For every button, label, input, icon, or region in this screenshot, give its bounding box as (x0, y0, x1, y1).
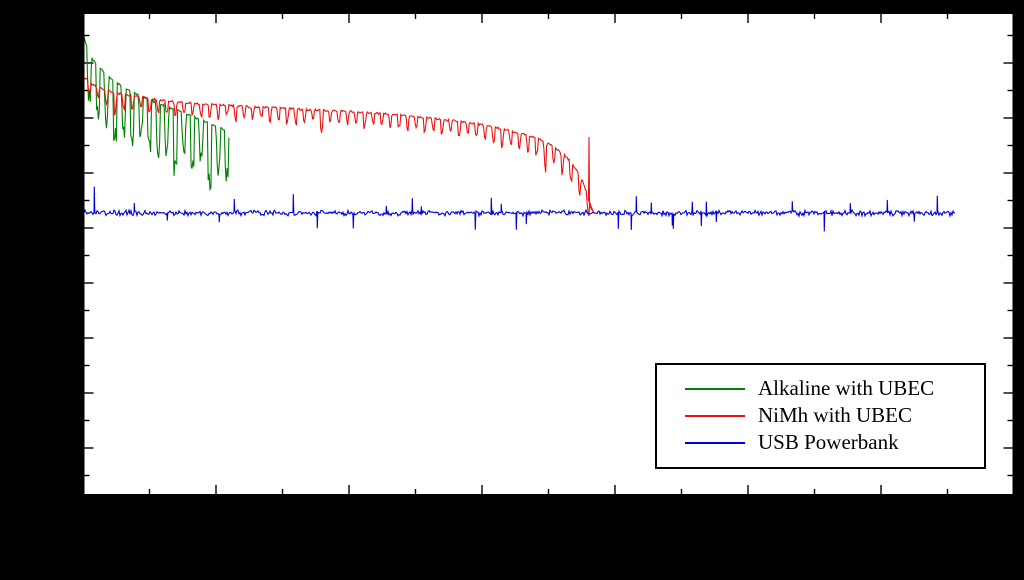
series-powerbank-line (83, 186, 955, 232)
legend: Alkaline with UBEC NiMh with UBEC USB Po… (655, 363, 986, 469)
plot-border (82, 12, 1015, 496)
legend-line-swatch-nimh (685, 414, 745, 417)
legend-item: NiMh with UBEC (657, 402, 984, 429)
legend-label-powerbank: USB Powerbank (758, 430, 899, 454)
legend-label-nimh: NiMh with UBEC (758, 403, 913, 427)
series-nimh-line (83, 77, 595, 217)
legend-label-alkaline: Alkaline with UBEC (758, 376, 935, 400)
legend-line-swatch-alkaline (685, 387, 745, 390)
legend-item: Alkaline with UBEC (657, 375, 984, 402)
legend-item: USB Powerbank (657, 429, 984, 456)
legend-line-swatch-powerbank (685, 441, 745, 444)
